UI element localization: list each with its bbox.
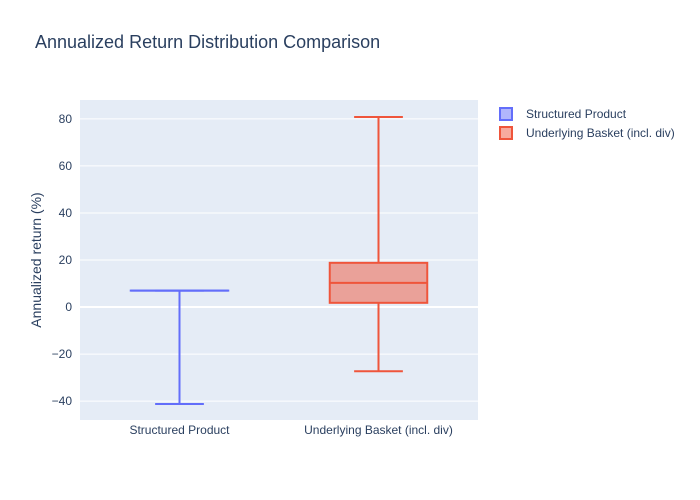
legend-item[interactable]: Structured Product [499,107,627,121]
legend-item[interactable]: Underlying Basket (incl. div) [499,126,675,140]
x-axis-ticks: Structured Product Underlying Basket (inc… [129,423,452,437]
x-tick-label: Structured Product [129,423,230,437]
legend[interactable]: Structured Product Underlying Basket (inc… [499,107,675,140]
y-tick-label: 20 [59,253,73,267]
y-tick-label: 0 [65,300,72,314]
box-traces [129,115,429,405]
y-tick-label: −20 [52,347,73,361]
box-trace[interactable] [328,115,429,373]
legend-label: Structured Product [526,107,627,121]
gridlines [80,118,478,402]
x-tick-label: Underlying Basket (incl. div) [304,423,453,437]
y-tick-label: 80 [59,112,73,126]
legend-label: Underlying Basket (incl. div) [526,126,675,140]
y-axis-ticks: −40 −20 0 20 40 60 80 [52,112,73,408]
y-axis-label: Annualized return (%) [28,192,44,327]
legend-swatch [499,107,513,121]
legend-swatch [499,126,513,140]
y-tick-label: 40 [59,206,73,220]
chart-title: Annualized Return Distribution Compariso… [35,32,381,52]
y-tick-label: −40 [52,394,73,408]
y-tick-label: 60 [59,159,73,173]
box-trace[interactable] [129,289,230,405]
